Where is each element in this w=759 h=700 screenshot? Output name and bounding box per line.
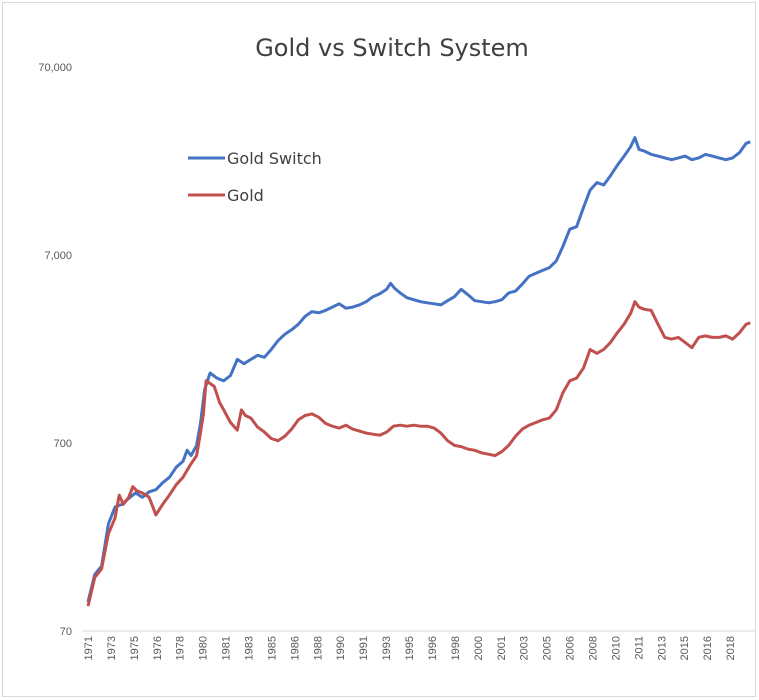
y-tick-label: 7,000: [44, 250, 72, 262]
x-tick-label: 1973: [106, 636, 118, 660]
y-tick-label: 70,000: [38, 62, 72, 74]
x-tick-label: 1980: [198, 636, 210, 660]
x-tick-label: 1971: [83, 636, 95, 660]
legend-label: Gold Switch: [227, 149, 322, 168]
x-tick-label: 2018: [725, 636, 737, 660]
x-tick-label: 1983: [244, 636, 256, 660]
x-tick-label: 1991: [358, 636, 370, 660]
x-tick-label: 1995: [404, 636, 416, 660]
x-tick-label: 1978: [175, 636, 187, 660]
y-tick-label: 700: [54, 438, 72, 450]
x-tick-label: 1998: [450, 636, 462, 660]
x-axis: 1971 1973 1975 1976 1978 1980 1981 1983 1985 1986…: [83, 636, 737, 660]
x-tick-label: 2006: [565, 636, 577, 660]
x-tick-label: 1985: [266, 636, 278, 660]
x-tick-label: 2001: [496, 636, 508, 660]
y-axis: 70 700 7,000 70,000: [38, 62, 72, 638]
y-tick-label: 70: [60, 626, 72, 638]
x-tick-label: 2015: [679, 636, 691, 660]
chart-title: Gold vs Switch System: [255, 34, 529, 62]
x-tick-label: 1990: [335, 636, 347, 660]
x-tick-label: 1996: [427, 636, 439, 660]
plot-area: [86, 136, 751, 607]
x-tick-label: 2010: [610, 636, 622, 660]
x-tick-label: 2011: [633, 636, 645, 660]
line-chart: Gold vs Switch System 70 700 7,000 70,000 1…: [38, 34, 755, 660]
x-tick-label: 2005: [542, 636, 554, 660]
x-tick-label: 2003: [519, 636, 531, 660]
series-line-gold-switch: [86, 136, 751, 603]
x-tick-label: 1993: [381, 636, 393, 660]
x-tick-label: 2016: [702, 636, 714, 660]
legend-label: Gold: [227, 186, 264, 205]
x-tick-label: 2000: [473, 636, 485, 660]
x-tick-label: 1975: [129, 636, 141, 660]
x-tick-label: 2013: [656, 636, 668, 660]
x-tick-label: 1986: [289, 636, 301, 660]
series-line-gold: [86, 300, 751, 607]
x-tick-label: 1976: [152, 636, 164, 660]
x-tick-label: 1988: [312, 636, 324, 660]
legend: Gold Switch Gold: [188, 149, 322, 205]
x-tick-label: 1981: [221, 636, 233, 660]
x-tick-label: 2008: [588, 636, 600, 660]
